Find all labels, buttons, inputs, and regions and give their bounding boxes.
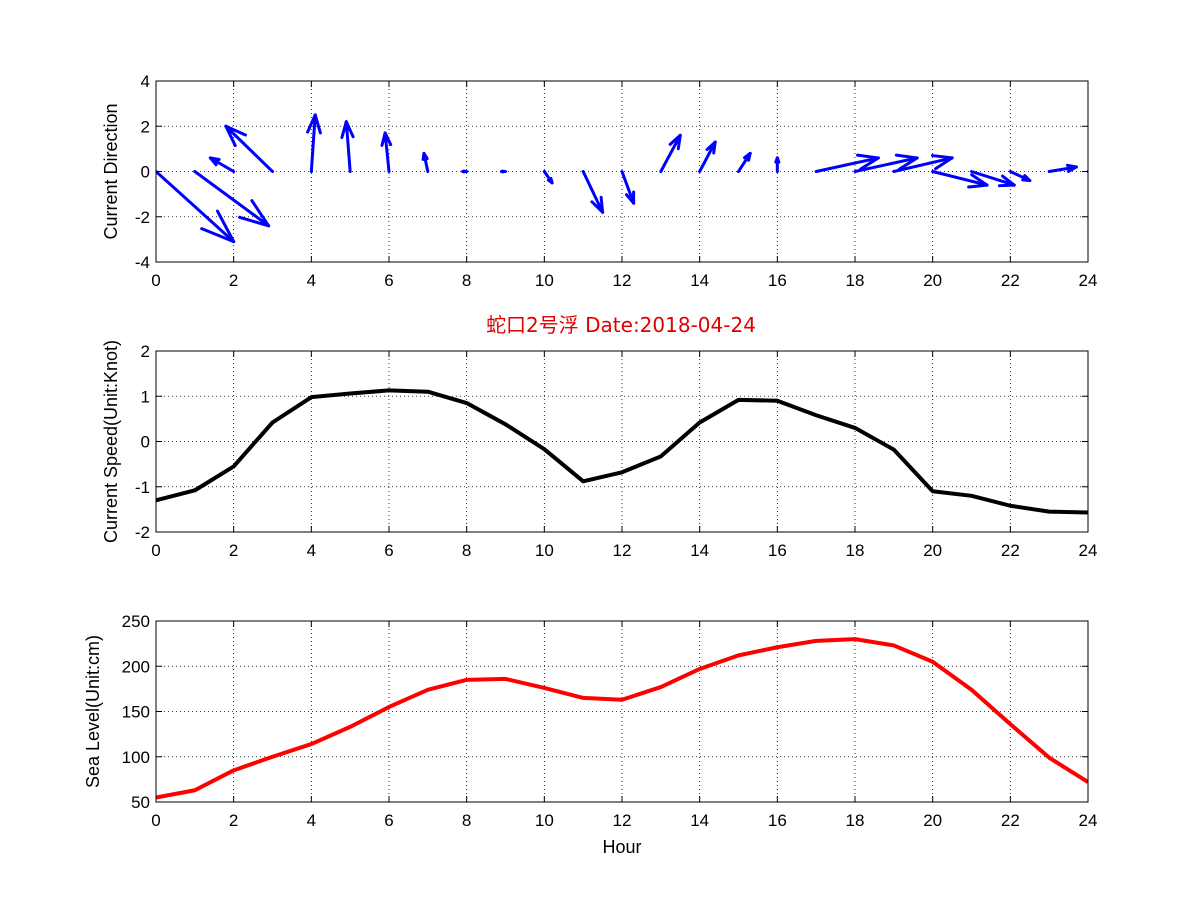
sea-level-xtick-label: 2	[229, 811, 238, 830]
direction-xtick-label: 8	[462, 271, 471, 290]
sea-level-xtick-label: 14	[690, 811, 709, 830]
direction-arrow	[853, 153, 919, 173]
direction-arrow	[193, 170, 271, 228]
sea-level-xtick-label: 24	[1079, 811, 1098, 830]
speed-ytick-label: -2	[135, 523, 150, 542]
speed-series-line	[156, 388, 1088, 515]
direction-arrow	[224, 124, 274, 173]
direction-arrow	[461, 169, 469, 174]
direction-arrow	[581, 170, 605, 214]
direction-arrow	[737, 151, 752, 173]
sea-level-xtick-label: 18	[846, 811, 865, 830]
sea-level-xtick-label: 10	[535, 811, 554, 830]
direction-xtick-label: 4	[307, 271, 316, 290]
direction-ytick-label: 0	[141, 163, 150, 182]
speed-xtick-label: 16	[768, 541, 787, 560]
sea-level-line-group	[156, 637, 1088, 800]
direction-arrow	[380, 131, 393, 173]
direction-arrow	[208, 156, 236, 173]
chart-title: 蛇口2号浮 Date:2018-04-24	[486, 313, 756, 337]
direction-arrow	[931, 170, 989, 189]
direction-arrow	[774, 156, 781, 173]
direction-xtick-label: 10	[535, 271, 554, 290]
direction-arrow	[340, 120, 355, 173]
direction-arrow	[1047, 163, 1078, 173]
direction-xtick-label: 24	[1079, 271, 1098, 290]
direction-xtick-label: 18	[846, 271, 865, 290]
sea-level-ytick-label: 250	[122, 612, 150, 631]
speed-xtick-label: 12	[613, 541, 632, 560]
direction-xtick-label: 20	[923, 271, 942, 290]
speed-xtick-label: 0	[151, 541, 160, 560]
speed-xtick-label: 10	[535, 541, 554, 560]
sea-level-ytick-label: 150	[122, 703, 150, 722]
direction-xtick-label: 2	[229, 271, 238, 290]
direction-arrow	[659, 133, 682, 173]
direction-ytick-label: -2	[135, 208, 150, 227]
sea-level-xtick-label: 4	[307, 811, 316, 830]
speed-xtick-label: 2	[229, 541, 238, 560]
sea-level-grid	[156, 621, 1088, 802]
sea-level-xtick-label: 20	[923, 811, 942, 830]
direction-arrow	[892, 154, 954, 173]
sea-level-ylabel: Sea Level(Unit:cm)	[83, 635, 103, 788]
speed-xtick-label: 6	[384, 541, 393, 560]
sea-level-xtick-label: 16	[768, 811, 787, 830]
direction-arrow	[542, 170, 554, 185]
direction-arrow	[970, 170, 1016, 188]
sea-level-xtick-label: 12	[613, 811, 632, 830]
direction-arrow	[1008, 170, 1032, 183]
direction-arrow	[698, 140, 717, 173]
speed-xtick-label: 4	[307, 541, 316, 560]
speed-ytick-label: 0	[141, 433, 150, 452]
sea-level-xtick-label: 6	[384, 811, 393, 830]
speed-xtick-label: 24	[1079, 541, 1098, 560]
speed-xtick-label: 20	[923, 541, 942, 560]
sea-level-xtick-label: 0	[151, 811, 160, 830]
speed-xtick-label: 22	[1001, 541, 1020, 560]
sea-level-xtick-label: 8	[462, 811, 471, 830]
sea-level-xtick-label: 22	[1001, 811, 1020, 830]
speed-ylabel: Current Speed(Unit:Knot)	[101, 340, 121, 543]
speed-line-group	[156, 388, 1088, 515]
direction-xtick-label: 6	[384, 271, 393, 290]
direction-ylabel: Current Direction	[101, 103, 121, 239]
direction-arrow	[620, 170, 636, 205]
direction-xtick-label: 0	[151, 271, 160, 290]
direction-arrow	[306, 113, 322, 173]
sea-level-ytick-label: 50	[131, 793, 150, 812]
speed-ytick-label: -1	[135, 478, 150, 497]
direction-arrow	[421, 151, 430, 173]
sea-level-series-line	[156, 637, 1088, 800]
direction-ytick-label: -4	[135, 253, 150, 272]
speed-xtick-label: 8	[462, 541, 471, 560]
direction-arrow	[156, 170, 236, 244]
sea-level-ytick-label: 100	[122, 748, 150, 767]
direction-xtick-label: 12	[613, 271, 632, 290]
direction-arrows	[156, 113, 1088, 244]
speed-grid	[156, 351, 1088, 532]
sea-level-xlabel: Hour	[602, 837, 641, 857]
direction-arrow	[1086, 169, 1088, 173]
direction-arrow	[814, 153, 880, 173]
sea-level-ytick-label: 200	[122, 657, 150, 676]
speed-ytick-label: 2	[141, 342, 150, 361]
direction-xtick-label: 22	[1001, 271, 1020, 290]
direction-arrow	[500, 169, 507, 174]
direction-xtick-label: 16	[768, 271, 787, 290]
direction-xtick-label: 14	[690, 271, 709, 290]
direction-ytick-label: 4	[141, 72, 150, 91]
speed-ytick-label: 1	[141, 387, 150, 406]
direction-ytick-label: 2	[141, 117, 150, 136]
speed-xtick-label: 18	[846, 541, 865, 560]
speed-xtick-label: 14	[690, 541, 709, 560]
